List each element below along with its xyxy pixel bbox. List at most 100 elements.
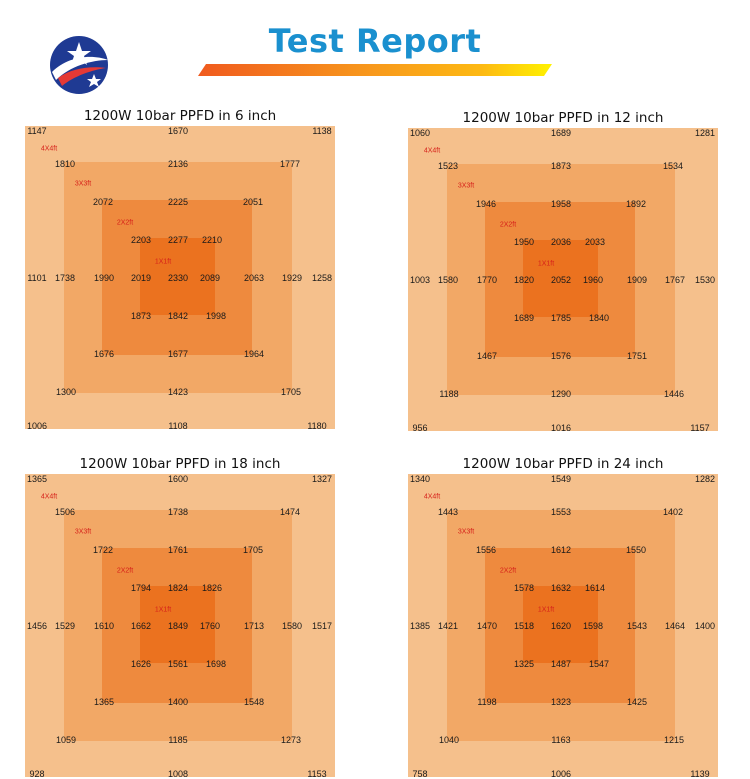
ppfd-value: 1543 <box>626 621 648 631</box>
ppfd-value: 1108 <box>168 421 188 431</box>
ppfd-value: 1138 <box>312 126 332 136</box>
ppfd-value: 1738 <box>167 507 189 517</box>
coverage-zone-1x1 <box>140 586 215 663</box>
ppfd-value: 1777 <box>279 159 301 169</box>
ppfd-value: 2203 <box>130 235 152 245</box>
ppfd-value: 1327 <box>311 474 333 484</box>
panel-title: 1200W 10bar PPFD in 6 inch <box>83 108 277 124</box>
zone-label: 2X2ft <box>499 567 517 575</box>
ppfd-value: 1040 <box>438 735 460 745</box>
ppfd-value: 1873 <box>130 311 152 321</box>
ppfd-value: 1598 <box>582 621 604 631</box>
ppfd-value: 1632 <box>550 583 572 593</box>
ppfd-value: 1547 <box>588 659 610 669</box>
ppfd-value: 2072 <box>92 197 114 207</box>
ppfd-value: 1534 <box>662 161 684 171</box>
ppfd-value: 2225 <box>167 197 189 207</box>
ppfd-value: 1561 <box>167 659 189 669</box>
zone-label: 1X1ft <box>154 606 172 614</box>
ppfd-value: 956 <box>412 423 428 433</box>
panel-title: 1200W 10bar PPFD in 18 inch <box>79 456 281 472</box>
ppfd-value: 1188 <box>439 389 459 399</box>
ppfd-value: 1760 <box>199 621 221 631</box>
ppfd-value: 1282 <box>694 474 716 484</box>
ppfd-value: 1548 <box>243 697 265 707</box>
ppfd-value: 1990 <box>93 273 115 283</box>
ppfd-value: 1487 <box>550 659 572 669</box>
ppfd-value: 2052 <box>550 275 572 285</box>
ppfd-value: 1198 <box>477 697 497 707</box>
ppfd-value: 1600 <box>167 474 189 484</box>
ppfd-value: 1365 <box>93 697 115 707</box>
ppfd-value: 1550 <box>625 545 647 555</box>
ppfd-value: 1008 <box>167 769 189 779</box>
panel-title: 1200W 10bar PPFD in 24 inch <box>462 456 664 472</box>
ppfd-value: 1421 <box>437 621 459 631</box>
ppfd-value: 2330 <box>167 273 189 283</box>
ppfd-value: 1153 <box>307 769 327 779</box>
ppfd-value: 1705 <box>280 387 302 397</box>
zone-label: 3X3ft <box>457 182 475 190</box>
ppfd-value: 1003 <box>409 275 431 285</box>
ppfd-value: 1662 <box>130 621 152 631</box>
ppfd-value: 1612 <box>550 545 572 555</box>
ppfd-value: 1892 <box>625 199 647 209</box>
ppfd-value: 1446 <box>663 389 685 399</box>
ppfd-value: 1677 <box>167 349 189 359</box>
coverage-zone-1x1 <box>523 586 598 663</box>
ppfd-value: 1960 <box>582 275 604 285</box>
ppfd-value: 2051 <box>242 197 264 207</box>
ppfd-value: 1006 <box>26 421 48 431</box>
panel-title: 1200W 10bar PPFD in 12 inch <box>462 110 664 126</box>
ppfd-value: 1553 <box>550 507 572 517</box>
ppfd-value: 1909 <box>626 275 648 285</box>
zone-label: 4X4ft <box>40 145 58 153</box>
ppfd-map-6-inch: 4X4ft 3X3ft 2X2ft 1X1ft 1147 1670 1138 1810 2136… <box>25 126 335 431</box>
ppfd-value: 1873 <box>550 161 572 171</box>
ppfd-value: 1340 <box>409 474 431 484</box>
ppfd-value: 1163 <box>551 735 571 745</box>
ppfd-value: 1698 <box>205 659 227 669</box>
ppfd-value: 1139 <box>690 769 710 779</box>
ppfd-value: 2019 <box>130 273 152 283</box>
ppfd-value: 1849 <box>167 621 189 631</box>
ppfd-value: 1676 <box>93 349 115 359</box>
ppfd-map-18-inch: 4X4ft 3X3ft 2X2ft 1X1ft 1365 1600 1327 1506 1738… <box>25 474 335 779</box>
ppfd-value: 1626 <box>130 659 152 669</box>
ppfd-value: 2210 <box>201 235 223 245</box>
ppfd-value: 1946 <box>475 199 497 209</box>
zone-label: 4X4ft <box>40 493 58 501</box>
ppfd-value: 1610 <box>93 621 115 631</box>
ppfd-value: 1580 <box>437 275 459 285</box>
ppfd-value: 1147 <box>27 126 47 136</box>
zone-label: 4X4ft <box>423 493 441 501</box>
ppfd-value: 1964 <box>243 349 265 359</box>
ppfd-value: 928 <box>29 769 45 779</box>
zone-label: 1X1ft <box>154 258 172 266</box>
zone-label: 1X1ft <box>537 260 555 268</box>
ppfd-value: 1824 <box>167 583 189 593</box>
ppfd-value: 1767 <box>664 275 686 285</box>
ppfd-value: 1523 <box>437 161 459 171</box>
ppfd-value: 1722 <box>92 545 114 555</box>
zone-label: 2X2ft <box>116 567 134 575</box>
zone-label: 2X2ft <box>116 219 134 227</box>
ppfd-value: 1400 <box>167 697 189 707</box>
ppfd-value: 1006 <box>550 769 572 779</box>
ppfd-value: 1840 <box>588 313 610 323</box>
ppfd-value: 1443 <box>437 507 459 517</box>
ppfd-value: 1059 <box>55 735 77 745</box>
ppfd-value: 1713 <box>243 621 265 631</box>
ppfd-value: 1325 <box>513 659 535 669</box>
ppfd-value: 1556 <box>475 545 497 555</box>
ppfd-value: 2033 <box>584 237 606 247</box>
ppfd-value: 1474 <box>279 507 301 517</box>
ppfd-value: 1215 <box>663 735 685 745</box>
ppfd-value: 1689 <box>513 313 535 323</box>
ppfd-value: 1705 <box>242 545 264 555</box>
ppfd-value: 1425 <box>626 697 648 707</box>
ppfd-value: 1929 <box>281 273 303 283</box>
ppfd-value: 1670 <box>167 126 189 136</box>
ppfd-value: 1958 <box>550 199 572 209</box>
zone-label: 4X4ft <box>423 147 441 155</box>
